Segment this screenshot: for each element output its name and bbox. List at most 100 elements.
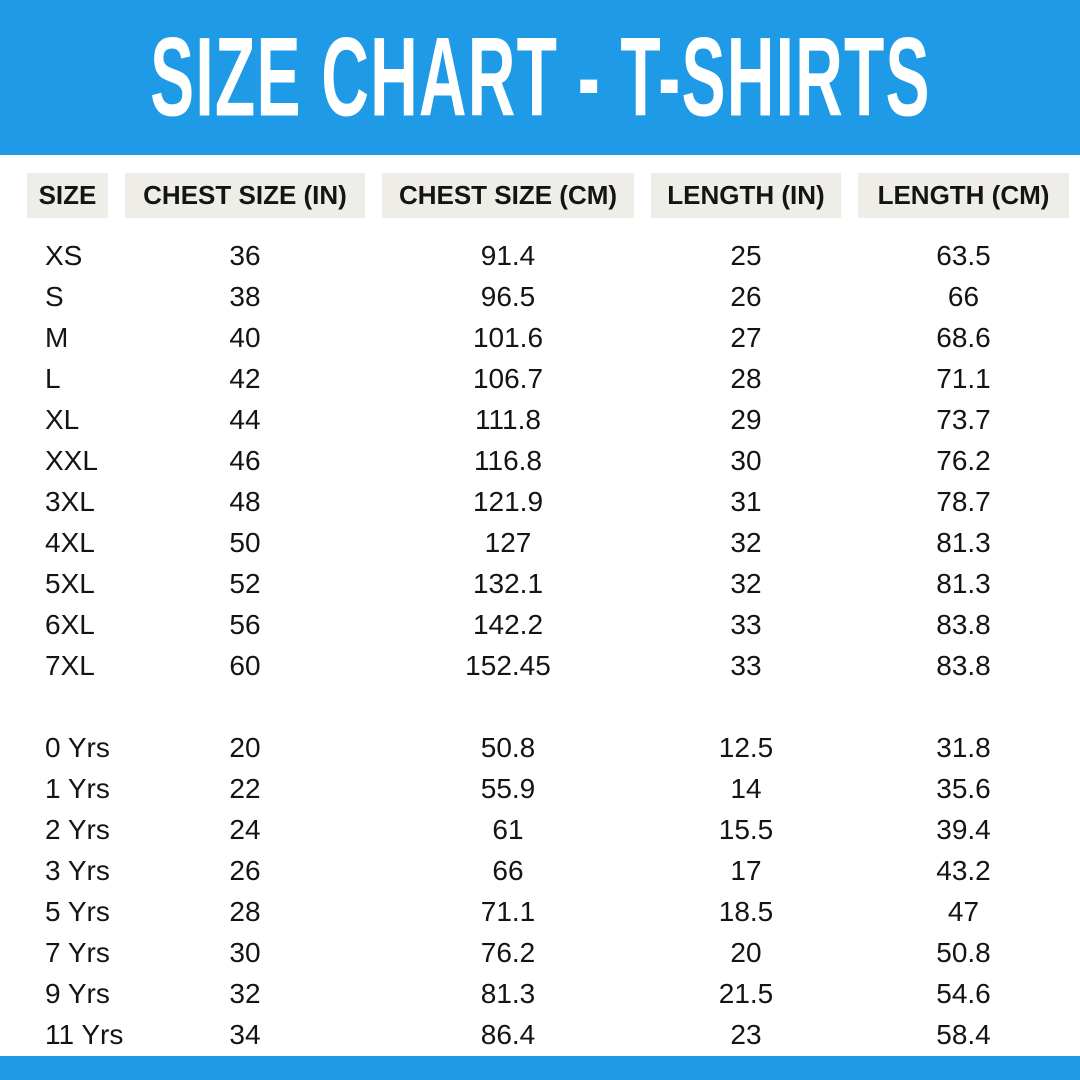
size-label: 9 Yrs	[45, 977, 110, 1009]
table-cell: 28	[730, 362, 762, 394]
table-cell: 25	[730, 239, 762, 271]
size-label: 3 Yrs	[45, 854, 110, 886]
table-cell: 46	[229, 444, 261, 476]
size-label: 1 Yrs	[45, 772, 110, 804]
table-cell: 39.4	[936, 813, 991, 845]
table-cell: 29	[730, 403, 762, 435]
table-cell: 68.6	[936, 321, 991, 353]
table-cell: 55.9	[480, 772, 536, 804]
size-label: L	[45, 362, 61, 394]
table-cell: 47	[947, 895, 980, 927]
size-label: 5 Yrs	[45, 895, 110, 927]
table-cell: 101.6	[472, 321, 544, 353]
column-header-chest-size-in: CHEST SIZE (IN)	[125, 173, 365, 218]
table-cell: 40	[229, 321, 261, 353]
table-cell: 56	[229, 608, 261, 640]
table-cell: 66	[492, 854, 524, 886]
size-label: 5XL	[45, 567, 95, 599]
table-cell: 35.6	[936, 772, 991, 804]
table-cell: 14	[730, 772, 762, 804]
table-cell: 116.8	[474, 444, 542, 476]
table-cell: 17	[730, 854, 762, 886]
table-cell: 33	[730, 608, 762, 640]
table-cell: 27	[730, 321, 762, 353]
table-cell: 42	[229, 362, 261, 394]
table-cell: 106.7	[472, 362, 544, 394]
table-cell: 44	[229, 403, 261, 435]
size-label: 6XL	[45, 608, 95, 640]
table-cell: 71.1	[936, 362, 991, 394]
table-cell: 26	[730, 280, 762, 312]
table-cell: 26	[229, 854, 261, 886]
table-cell: 12.5	[718, 731, 774, 763]
table-cell: 20	[730, 936, 762, 968]
table-cell: 23	[730, 1018, 762, 1050]
table-cell: 50	[229, 526, 261, 558]
size-label: XS	[45, 239, 83, 271]
table-cell: 60	[229, 649, 261, 681]
table-cell: 83.8	[936, 649, 991, 681]
table-cell: 30	[229, 936, 261, 968]
table-cell: 32	[730, 567, 762, 599]
table-cell: 33	[730, 649, 762, 681]
table-cell: 81.3	[480, 977, 536, 1009]
column-header-length-cm: LENGTH (CM)	[858, 173, 1069, 218]
size-label: 11 Yrs	[45, 1018, 124, 1050]
size-label: 2 Yrs	[45, 813, 110, 845]
size-label: 3XL	[45, 485, 95, 517]
table-cell: 81.3	[936, 567, 991, 599]
size-label: S	[45, 280, 64, 312]
table-cell: 73.7	[936, 403, 991, 435]
size-label: 4XL	[45, 526, 95, 558]
table-cell: 83.8	[936, 608, 991, 640]
size-label: 7 Yrs	[45, 936, 110, 968]
table-cell: 96.5	[480, 280, 536, 312]
table-cell: 58.4	[936, 1018, 991, 1050]
table-cell: 61	[492, 813, 524, 845]
column-header-chest-size-cm: CHEST SIZE (CM)	[382, 173, 634, 218]
table-cell: 20	[229, 731, 261, 763]
size-label: XXL	[45, 444, 98, 476]
table-cell: 142.2	[472, 608, 544, 640]
table-cell: 132.1	[472, 567, 544, 599]
table-cell: 81.3	[936, 526, 991, 558]
table-cell: 76.2	[936, 444, 991, 476]
table-cell: 78.7	[936, 485, 991, 517]
table-cell: 31.8	[936, 731, 991, 763]
footer-bar	[0, 1056, 1080, 1080]
table-cell: 50.8	[936, 936, 991, 968]
table-cell: 31	[730, 485, 762, 517]
table-cell: 52	[229, 567, 261, 599]
page-title: SIZE CHART - T-SHIRTS	[149, 14, 931, 140]
table-cell: 71.1	[480, 895, 536, 927]
size-label: 7XL	[45, 649, 95, 681]
table-cell: 38	[229, 280, 261, 312]
table-cell: 24	[229, 813, 261, 845]
table-cell: 121.9	[472, 485, 544, 517]
size-chart-table: XS 36 91.4 25 63.5 S 38 96.5 26 66 M 40 101.6 27 68.6 L…	[0, 235, 1080, 1055]
column-header-length-in: LENGTH (IN)	[651, 173, 841, 218]
table-cell: 32	[730, 526, 762, 558]
table-cell: 54.6	[936, 977, 991, 1009]
table-cell: 48	[229, 485, 261, 517]
table-cell: 18.5	[718, 895, 774, 927]
table-cell: 30	[730, 444, 762, 476]
table-header-row: SIZE CHEST SIZE (IN) CHEST SIZE (CM) LENGTH…	[0, 173, 1080, 218]
table-cell: 28	[229, 895, 261, 927]
section-spacer	[27, 686, 1069, 727]
table-cell: 91.4	[480, 239, 536, 271]
table-cell: 76.2	[480, 936, 536, 968]
table-cell: 32	[229, 977, 261, 1009]
table-cell: 111.8	[475, 403, 541, 435]
table-cell: 152.45	[465, 649, 551, 681]
table-cell: 66	[947, 280, 980, 312]
table-cell: 21.5	[718, 977, 774, 1009]
column-header-size: SIZE	[27, 173, 108, 218]
size-label: 0 Yrs	[45, 731, 110, 763]
table-cell: 43.2	[936, 854, 991, 886]
table-cell: 63.5	[936, 239, 991, 271]
title-banner: SIZE CHART - T-SHIRTS	[0, 0, 1080, 155]
table-cell: 86.4	[480, 1018, 536, 1050]
table-cell: 15.5	[718, 813, 774, 845]
